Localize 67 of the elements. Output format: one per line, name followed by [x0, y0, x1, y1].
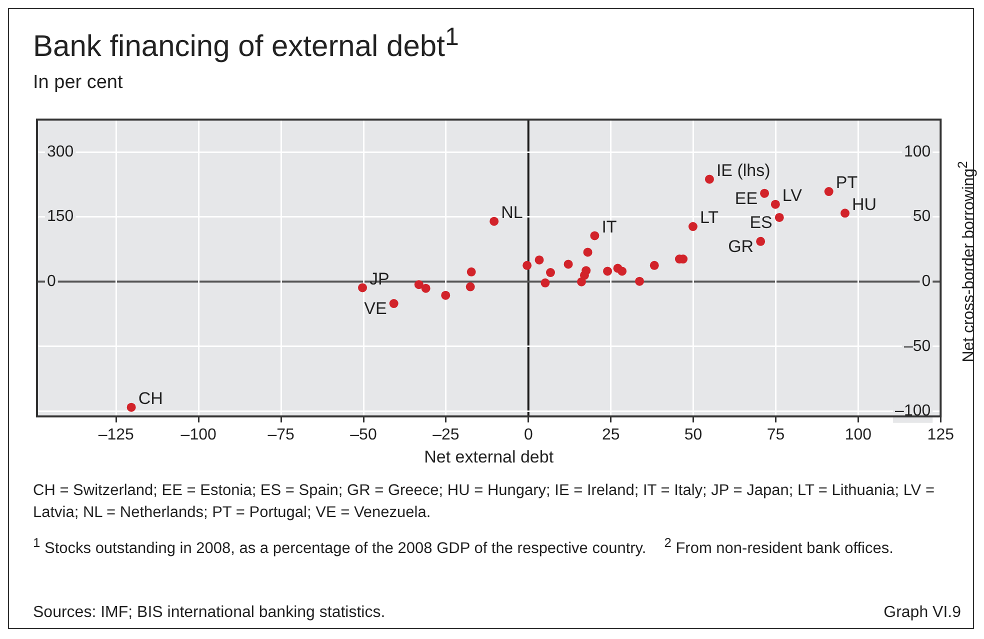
y-tick-label: 100	[904, 143, 931, 160]
annotation: NL	[501, 203, 523, 222]
y-tick-label: –50	[904, 338, 931, 355]
chart-subtitle: In per cent	[32, 71, 124, 95]
annotation: ES	[750, 213, 772, 232]
point	[760, 188, 770, 198]
x-tick-label: 75	[766, 426, 785, 444]
point	[490, 216, 499, 226]
x-tick-label: 125	[927, 426, 954, 444]
point	[618, 266, 627, 276]
point	[603, 266, 612, 276]
annotation: IT	[602, 217, 617, 236]
point	[756, 236, 766, 246]
x-axis-title: Net external debt	[424, 447, 554, 466]
x-tick-label: –25	[432, 426, 460, 444]
point	[534, 255, 544, 264]
point	[650, 260, 659, 270]
point	[389, 299, 398, 308]
point	[546, 268, 555, 278]
point	[540, 278, 550, 288]
y-tick-label: –100	[895, 402, 931, 420]
y-tick-label: 50	[912, 208, 931, 226]
point	[414, 280, 424, 290]
annotation: EE	[734, 189, 758, 208]
point	[421, 284, 430, 293]
point	[126, 402, 136, 412]
text: Graph VI.9	[884, 604, 961, 622]
chart-title: Bank financing of external debt$^{1}$	[32, 22, 460, 64]
point	[824, 187, 834, 196]
annotation: LV	[782, 186, 803, 206]
annotation: PT	[836, 173, 858, 192]
point	[358, 283, 368, 292]
text: $^{2}$ From non-resident bank offices.	[664, 535, 894, 558]
point	[583, 248, 592, 257]
point	[522, 260, 532, 270]
x-tick-label: –75	[268, 426, 294, 444]
annotation: CH	[138, 389, 163, 408]
point	[441, 290, 450, 300]
point	[564, 260, 573, 269]
y2-tick-label: 0	[47, 273, 56, 290]
annotation: LT	[700, 208, 719, 228]
annotation: VE	[364, 299, 387, 318]
x-tick-label: 50	[684, 426, 702, 444]
annotation: IE (lhs)	[716, 160, 770, 180]
point	[635, 276, 644, 286]
point	[590, 231, 600, 240]
x-tick-label: 25	[602, 426, 620, 444]
point	[774, 212, 784, 222]
text: $^{1}$ Stocks outstanding in 2008, as a percentage of the 2008 GDP of the respective country.	[33, 535, 646, 558]
point	[582, 266, 591, 276]
point	[688, 222, 698, 232]
x-tick-label: 100	[844, 426, 872, 444]
point	[840, 208, 850, 218]
x-tick-label: –125	[98, 426, 134, 444]
point	[770, 200, 780, 209]
point	[466, 282, 475, 292]
text: CH = Switzerland; EE = Estonia; ES = Spain; GR = Greece; HU = Hungary; IE = Ireland; IT = Italy; JP = Japan; LT = Lithuania; LV = Latvia; NL = Netherlands; PT = Portugal; VE = Venezuela.	[33, 481, 936, 523]
x-tick-label: –50	[350, 426, 377, 444]
y2-tick-label: 300	[47, 143, 74, 160]
y-tick-label: 0	[922, 273, 931, 290]
y2-tick-label: 150	[47, 208, 74, 226]
x-tick-label: 0	[524, 426, 533, 444]
annotation: GR	[728, 237, 754, 256]
point	[466, 267, 476, 276]
x-tick-label: –100	[180, 426, 216, 444]
source-note: Sources: IMF; BIS international banking statistics.	[33, 604, 386, 622]
annotation: HU	[852, 194, 877, 214]
